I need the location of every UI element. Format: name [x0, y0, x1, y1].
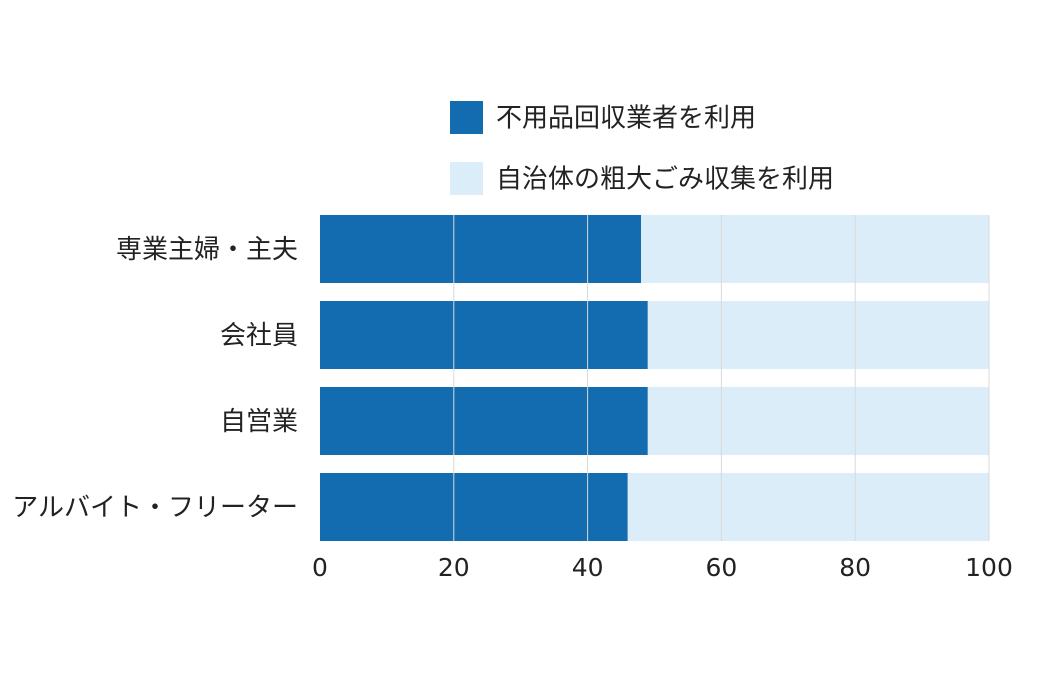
- bar-segment-1-row-1: [320, 215, 642, 283]
- bar-segment-2-row-3: [647, 387, 989, 455]
- legend-label-1: 不用品回収業者を利用: [496, 104, 756, 134]
- x-axis-ticks: 0 20 40 60 80 100: [312, 553, 1013, 582]
- legend-swatch-1: [450, 101, 483, 134]
- bar-segment-1-row-3: [320, 387, 648, 455]
- category-label: アルバイト・フリーター: [12, 493, 298, 523]
- x-tick-label-40: 40: [572, 553, 604, 582]
- x-tick-label-80: 80: [839, 553, 871, 582]
- x-tick-label-100: 100: [965, 553, 1013, 582]
- plot-area: [320, 215, 990, 541]
- category-label: 会社員: [220, 321, 298, 351]
- category-label: 専業主婦・主夫: [116, 235, 298, 265]
- bar-segment-2-row-1: [641, 215, 989, 283]
- bar-segment-1-row-4: [320, 473, 628, 541]
- legend-swatch-2: [450, 162, 483, 195]
- legend-label-2: 自治体の粗大ごみ収集を利用: [496, 165, 834, 195]
- gridlines: [453, 215, 990, 541]
- bar-segment-2-row-4: [627, 473, 989, 541]
- x-tick-label-60: 60: [705, 553, 737, 582]
- category-label: 自営業: [220, 407, 298, 437]
- x-tick-label-20: 20: [438, 553, 470, 582]
- bar-segment-1-row-2: [320, 301, 648, 369]
- bars: [320, 215, 989, 541]
- bar-segment-2-row-2: [647, 301, 989, 369]
- x-tick-label-0: 0: [312, 553, 328, 582]
